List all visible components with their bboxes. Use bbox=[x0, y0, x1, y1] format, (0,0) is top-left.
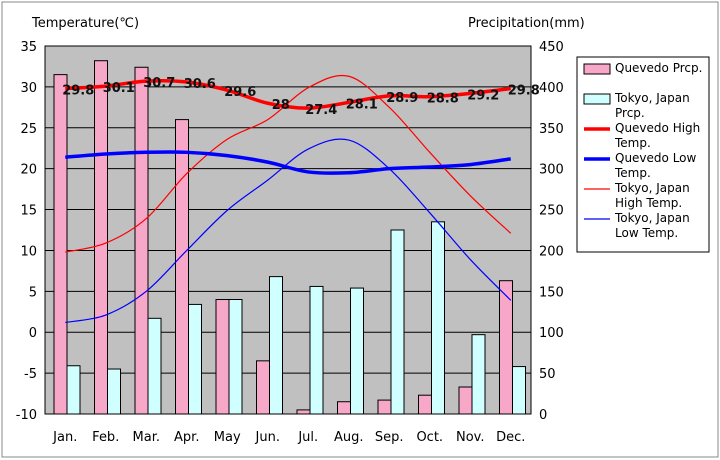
x-tick-label: Sep. bbox=[375, 430, 404, 445]
legend-label: Tokyo, Japan bbox=[614, 181, 690, 195]
x-tick-label: Jul. bbox=[297, 430, 318, 445]
data-label-quevedo-high: 28.1 bbox=[346, 97, 378, 112]
x-tick-label: Oct. bbox=[416, 430, 443, 445]
right-tick-label: 450 bbox=[539, 40, 564, 55]
bar-quevedo-prcp bbox=[215, 299, 230, 415]
bar-tokyo-prcp bbox=[431, 221, 445, 415]
x-tick-label: Dec. bbox=[496, 430, 525, 445]
right-tick-label: 50 bbox=[539, 367, 556, 382]
legend-label: Quevedo Low bbox=[615, 151, 697, 165]
bar-tokyo-prcp bbox=[228, 299, 243, 415]
data-label-quevedo-high: 27.4 bbox=[305, 103, 337, 118]
data-label-quevedo-high: 30.7 bbox=[143, 76, 175, 91]
x-tick-label: Apr. bbox=[174, 430, 199, 445]
right-axis-ticks: 450 400 350 300 250 200 150 100 50 0 bbox=[539, 40, 564, 423]
x-tick-label: May bbox=[214, 430, 241, 445]
data-label-quevedo-high: 30.1 bbox=[103, 81, 135, 96]
tokyo-high-line bbox=[65, 74, 512, 253]
bar-tokyo-prcp bbox=[188, 303, 202, 415]
left-tick-label: -10 bbox=[16, 408, 37, 423]
bar-quevedo-prcp bbox=[94, 60, 108, 415]
legend-label: Tokyo, Japan bbox=[614, 211, 690, 225]
legend-label: Prcp. bbox=[615, 106, 645, 120]
bar-quevedo-prcp bbox=[458, 386, 473, 415]
bar-quevedo-prcp bbox=[499, 280, 513, 415]
right-tick-label: 150 bbox=[539, 285, 564, 300]
x-tick-label: Aug. bbox=[334, 430, 364, 445]
data-label-quevedo-high: 29.6 bbox=[224, 85, 256, 100]
bar-tokyo-prcp bbox=[107, 368, 121, 415]
bar-quevedo-prcp bbox=[134, 66, 149, 415]
left-tick-label: 15 bbox=[20, 204, 37, 219]
left-tick-label: -5 bbox=[24, 367, 37, 382]
x-tick-label: Jan. bbox=[52, 430, 77, 445]
data-label-quevedo-high: 29.2 bbox=[467, 88, 499, 103]
left-axis-title: Temperature(℃) bbox=[31, 16, 139, 31]
right-tick-label: 300 bbox=[539, 163, 564, 178]
quevedo-low-line bbox=[65, 150, 511, 175]
bar-quevedo-prcp bbox=[175, 119, 189, 415]
x-tick-label: Mar. bbox=[133, 430, 160, 445]
right-tick-label: 0 bbox=[539, 408, 547, 423]
right-tick-label: 250 bbox=[539, 204, 564, 219]
right-axis-title: Precipitation(mm) bbox=[468, 16, 585, 31]
left-tick-label: 0 bbox=[29, 326, 37, 341]
data-label-quevedo-high: 29.8 bbox=[62, 84, 94, 99]
bar-tokyo-prcp bbox=[471, 334, 486, 415]
x-tick-label: Jun. bbox=[255, 430, 280, 445]
bar-tokyo-prcp bbox=[350, 287, 364, 415]
bar-quevedo-prcp bbox=[418, 394, 432, 415]
data-label-quevedo-high: 29.8 bbox=[508, 84, 540, 99]
bar-quevedo-prcp bbox=[377, 399, 392, 415]
left-tick-label: 10 bbox=[20, 244, 37, 259]
left-tick-label: 20 bbox=[20, 163, 37, 178]
left-tick-label: 5 bbox=[29, 285, 37, 300]
data-labels: 29.8 30.1 30.7 30.6 29.6 28 27.4 28.1 28.9 28.8 29… bbox=[62, 76, 540, 118]
bar-tokyo-prcp bbox=[309, 285, 324, 415]
left-tick-label: 35 bbox=[20, 40, 37, 55]
left-tick-label: 30 bbox=[20, 81, 37, 96]
bar-tokyo-prcp bbox=[147, 317, 162, 415]
data-label-quevedo-high: 28 bbox=[272, 98, 290, 113]
x-axis-ticks: Jan. Feb. Mar. Apr. May Jun. Jul. Aug. Sep. Oct. N… bbox=[52, 430, 525, 445]
x-tick-label: Feb. bbox=[92, 430, 119, 445]
legend-swatch bbox=[583, 63, 611, 75]
bar-quevedo-prcp bbox=[296, 409, 311, 415]
bar-tokyo-prcp bbox=[269, 276, 283, 415]
legend-label: Quevedo High bbox=[615, 121, 700, 135]
right-tick-label: 350 bbox=[539, 122, 564, 137]
x-tick-label: Nov. bbox=[456, 430, 485, 445]
data-label-quevedo-high: 30.6 bbox=[184, 77, 216, 92]
right-tick-label: 100 bbox=[539, 326, 564, 341]
legend-label: High Temp. bbox=[615, 196, 682, 210]
tokyo-low-line bbox=[65, 138, 512, 323]
bar-quevedo-prcp bbox=[53, 74, 68, 415]
legend-swatch bbox=[583, 93, 611, 105]
bar-quevedo-prcp bbox=[337, 401, 351, 415]
bar-quevedo-prcp bbox=[256, 360, 270, 415]
data-label-quevedo-high: 28.8 bbox=[427, 92, 459, 107]
legend-label: Temp. bbox=[614, 136, 651, 150]
legend-label: Quevedo Prcp. bbox=[615, 61, 702, 75]
legend-label: Tokyo, Japan bbox=[614, 91, 690, 105]
left-tick-label: 25 bbox=[20, 122, 37, 137]
bar-tokyo-prcp bbox=[512, 366, 526, 415]
left-axis-ticks: 35 30 25 20 15 10 5 0 -5 -10 bbox=[16, 40, 37, 423]
legend-label: Low Temp. bbox=[615, 226, 678, 240]
bar-tokyo-prcp bbox=[66, 365, 81, 415]
quevedo-high-line bbox=[65, 78, 511, 110]
lines bbox=[65, 74, 512, 323]
right-tick-label: 200 bbox=[539, 244, 564, 259]
data-label-quevedo-high: 28.9 bbox=[386, 91, 418, 106]
right-tick-label: 400 bbox=[539, 81, 564, 96]
legend-label: Temp. bbox=[614, 166, 651, 180]
bar-tokyo-prcp bbox=[390, 229, 405, 415]
